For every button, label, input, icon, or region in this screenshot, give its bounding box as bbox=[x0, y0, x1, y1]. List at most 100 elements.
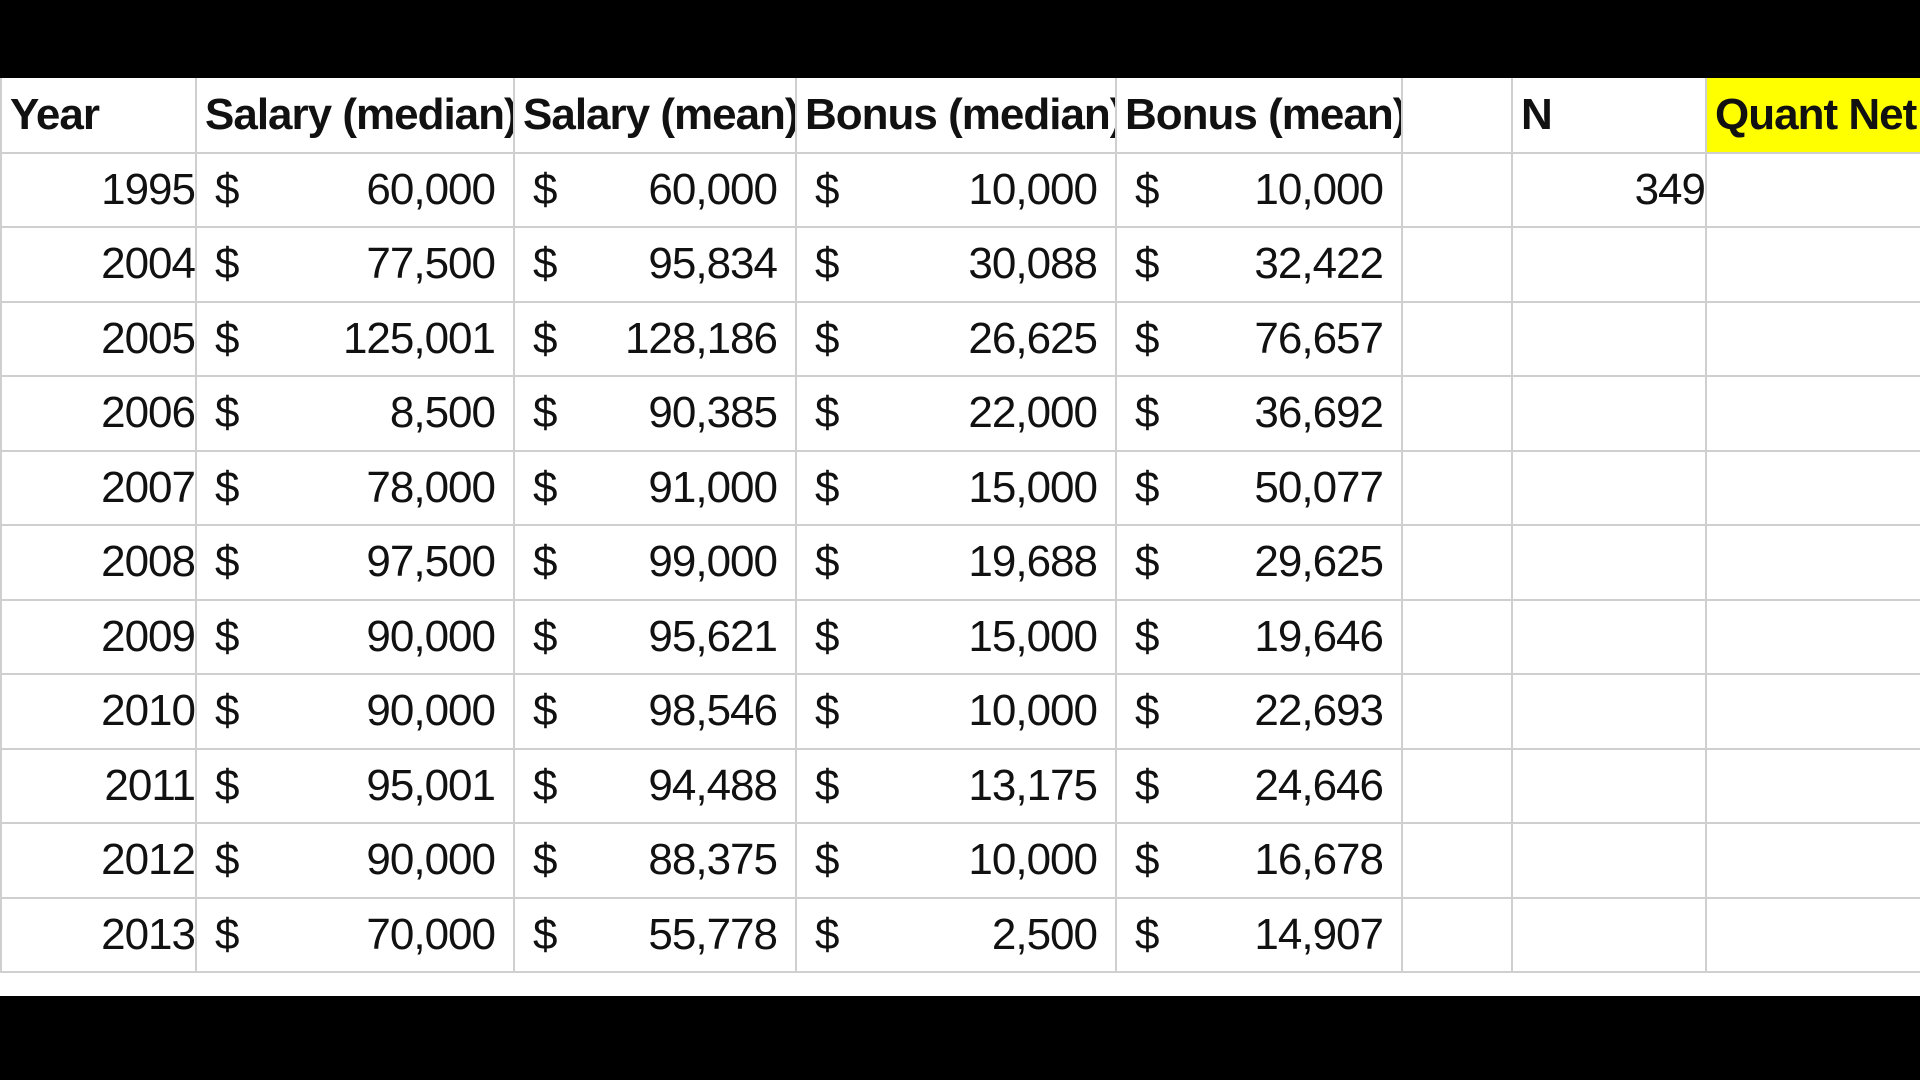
cell-year[interactable]: 2008 bbox=[0, 524, 197, 601]
cell-bonus-mean[interactable]: $50,077 bbox=[1115, 449, 1403, 526]
cell-salary-median[interactable]: $78,000 bbox=[195, 449, 515, 526]
cell-n[interactable] bbox=[1511, 896, 1707, 973]
cell-salary-median[interactable]: $77,500 bbox=[195, 226, 515, 303]
header-quant-net[interactable]: Quant Net bbox=[1705, 78, 1920, 154]
cell-empty[interactable] bbox=[1401, 375, 1513, 452]
cell-salary-mean[interactable]: $88,375 bbox=[513, 822, 797, 899]
cell-salary-median[interactable]: $90,000 bbox=[195, 673, 515, 750]
cell-bonus-mean[interactable]: $36,692 bbox=[1115, 375, 1403, 452]
cell-bonus-median[interactable]: $15,000 bbox=[795, 449, 1117, 526]
cell-quant-net[interactable] bbox=[1705, 822, 1920, 899]
cell-salary-mean[interactable]: $91,000 bbox=[513, 449, 797, 526]
cell-salary-median[interactable]: $90,000 bbox=[195, 598, 515, 675]
amount: 90,000 bbox=[366, 686, 496, 736]
cell-quant-net[interactable] bbox=[1705, 300, 1920, 377]
cell-empty[interactable] bbox=[1401, 822, 1513, 899]
cell-bonus-median[interactable]: $10,000 bbox=[795, 822, 1117, 899]
cell-bonus-median[interactable]: $10,000 bbox=[795, 152, 1117, 228]
cell-n[interactable] bbox=[1511, 822, 1707, 899]
cell-year[interactable]: 2009 bbox=[0, 598, 197, 675]
cell-n[interactable] bbox=[1511, 449, 1707, 526]
cell-bonus-mean[interactable]: $22,693 bbox=[1115, 673, 1403, 750]
cell-bonus-mean[interactable]: $24,646 bbox=[1115, 747, 1403, 824]
cell-n[interactable] bbox=[1511, 598, 1707, 675]
cell-bonus-median[interactable]: $30,088 bbox=[795, 226, 1117, 303]
header-bonus-mean[interactable]: Bonus (mean) bbox=[1115, 78, 1403, 154]
cell-salary-median[interactable]: $70,000 bbox=[195, 896, 515, 973]
cell-n[interactable] bbox=[1511, 300, 1707, 377]
cell-bonus-median[interactable]: $15,000 bbox=[795, 598, 1117, 675]
cell-year[interactable]: 1995 bbox=[0, 152, 197, 228]
cell-quant-net[interactable] bbox=[1705, 375, 1920, 452]
cell-year[interactable]: 2007 bbox=[0, 449, 197, 526]
cell-year[interactable]: 2006 bbox=[0, 375, 197, 452]
cell-salary-mean[interactable]: $60,000 bbox=[513, 152, 797, 228]
cell-salary-median[interactable]: $97,500 bbox=[195, 524, 515, 601]
cell-bonus-mean[interactable]: $16,678 bbox=[1115, 822, 1403, 899]
cell-empty[interactable] bbox=[1401, 449, 1513, 526]
cell-salary-median[interactable]: $8,500 bbox=[195, 375, 515, 452]
cell-empty[interactable] bbox=[1401, 226, 1513, 303]
cell-salary-mean[interactable]: $90,385 bbox=[513, 375, 797, 452]
cell-salary-mean[interactable]: $128,186 bbox=[513, 300, 797, 377]
cell-bonus-mean[interactable]: $14,907 bbox=[1115, 896, 1403, 973]
cell-bonus-median[interactable]: $19,688 bbox=[795, 524, 1117, 601]
header-year[interactable]: Year bbox=[0, 78, 197, 154]
cell-bonus-median[interactable]: $13,175 bbox=[795, 747, 1117, 824]
cell-quant-net[interactable] bbox=[1705, 449, 1920, 526]
cell-year[interactable]: 2004 bbox=[0, 226, 197, 303]
cell-quant-net[interactable] bbox=[1705, 747, 1920, 824]
cell-salary-mean[interactable]: $95,621 bbox=[513, 598, 797, 675]
cell-year[interactable]: 2012 bbox=[0, 822, 197, 899]
cell-bonus-median[interactable]: $26,625 bbox=[795, 300, 1117, 377]
header-salary-median[interactable]: Salary (median) bbox=[195, 78, 515, 154]
cell-year[interactable]: 2010 bbox=[0, 673, 197, 750]
cell-empty[interactable] bbox=[1401, 673, 1513, 750]
header-empty[interactable] bbox=[1401, 78, 1513, 154]
cell-quant-net[interactable] bbox=[1705, 152, 1920, 228]
cell-quant-net[interactable] bbox=[1705, 598, 1920, 675]
cell-n[interactable] bbox=[1511, 673, 1707, 750]
cell-salary-mean[interactable]: $98,546 bbox=[513, 673, 797, 750]
cell-salary-median[interactable]: $95,001 bbox=[195, 747, 515, 824]
cell-n[interactable] bbox=[1511, 375, 1707, 452]
cell-bonus-mean[interactable]: $19,646 bbox=[1115, 598, 1403, 675]
header-n[interactable]: N bbox=[1511, 78, 1707, 154]
cell-empty[interactable] bbox=[1401, 598, 1513, 675]
cell-n[interactable] bbox=[1511, 226, 1707, 303]
cell-empty[interactable] bbox=[1401, 896, 1513, 973]
cell-salary-mean[interactable]: $99,000 bbox=[513, 524, 797, 601]
cell-salary-median[interactable]: $90,000 bbox=[195, 822, 515, 899]
cell-salary-median[interactable]: $125,001 bbox=[195, 300, 515, 377]
amount: 24,646 bbox=[1254, 760, 1384, 810]
cell-year[interactable]: 2011 bbox=[0, 747, 197, 824]
cell-empty[interactable] bbox=[1401, 300, 1513, 377]
cell-year[interactable]: 2013 bbox=[0, 896, 197, 973]
cell-bonus-median[interactable]: $22,000 bbox=[795, 375, 1117, 452]
cell-empty[interactable] bbox=[1401, 747, 1513, 824]
cell-quant-net[interactable] bbox=[1705, 673, 1920, 750]
cell-bonus-mean[interactable]: $32,422 bbox=[1115, 226, 1403, 303]
cell-quant-net[interactable] bbox=[1705, 524, 1920, 601]
cell-salary-mean[interactable]: $94,488 bbox=[513, 747, 797, 824]
cell-salary-mean[interactable]: $95,834 bbox=[513, 226, 797, 303]
cell-empty[interactable] bbox=[1401, 152, 1513, 228]
amount: 70,000 bbox=[366, 909, 496, 959]
cell-n[interactable] bbox=[1511, 524, 1707, 601]
cell-n[interactable]: 349 bbox=[1511, 152, 1707, 228]
cell-bonus-mean[interactable]: $29,625 bbox=[1115, 524, 1403, 601]
cell-quant-net[interactable] bbox=[1705, 226, 1920, 303]
cell-salary-median[interactable]: $60,000 bbox=[195, 152, 515, 228]
cell-n[interactable] bbox=[1511, 747, 1707, 824]
header-bonus-median[interactable]: Bonus (median) bbox=[795, 78, 1117, 154]
cell-year[interactable]: 2005 bbox=[0, 300, 197, 377]
cell-quant-net[interactable] bbox=[1705, 896, 1920, 973]
header-salary-mean[interactable]: Salary (mean) bbox=[513, 78, 797, 154]
cell-salary-mean[interactable]: $55,778 bbox=[513, 896, 797, 973]
cell-bonus-median[interactable]: $10,000 bbox=[795, 673, 1117, 750]
cell-bonus-mean[interactable]: $10,000 bbox=[1115, 152, 1403, 228]
cell-empty[interactable] bbox=[1401, 524, 1513, 601]
cell-bonus-median[interactable]: $2,500 bbox=[795, 896, 1117, 973]
currency-symbol: $ bbox=[815, 164, 840, 214]
cell-bonus-mean[interactable]: $76,657 bbox=[1115, 300, 1403, 377]
